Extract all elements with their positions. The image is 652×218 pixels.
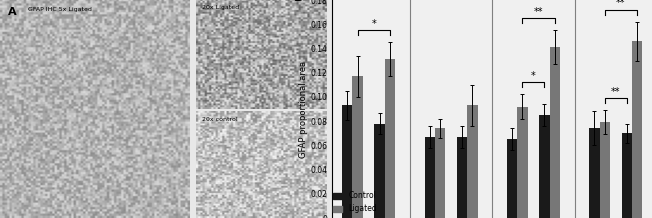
Bar [550,47,560,218]
Bar [435,128,445,218]
Bar [539,115,550,218]
Y-axis label: GFAP proportional area: GFAP proportional area [299,60,308,158]
Text: **: ** [534,7,543,17]
Text: **: ** [611,87,621,97]
Text: B: B [294,0,304,4]
Bar [507,139,517,218]
Bar [600,122,610,218]
Text: *: * [531,71,536,81]
Text: **: ** [616,0,626,9]
Bar [385,59,395,218]
Bar [517,107,527,218]
Bar [467,105,477,218]
Bar [589,128,600,218]
Bar [342,105,353,218]
Bar [353,76,363,218]
Bar [632,41,642,218]
Bar [424,137,435,218]
Bar [621,133,632,218]
Bar [374,124,385,218]
Bar [457,137,467,218]
Text: *: * [372,19,376,29]
Legend: Control, Ligated: Control, Ligated [330,188,380,216]
